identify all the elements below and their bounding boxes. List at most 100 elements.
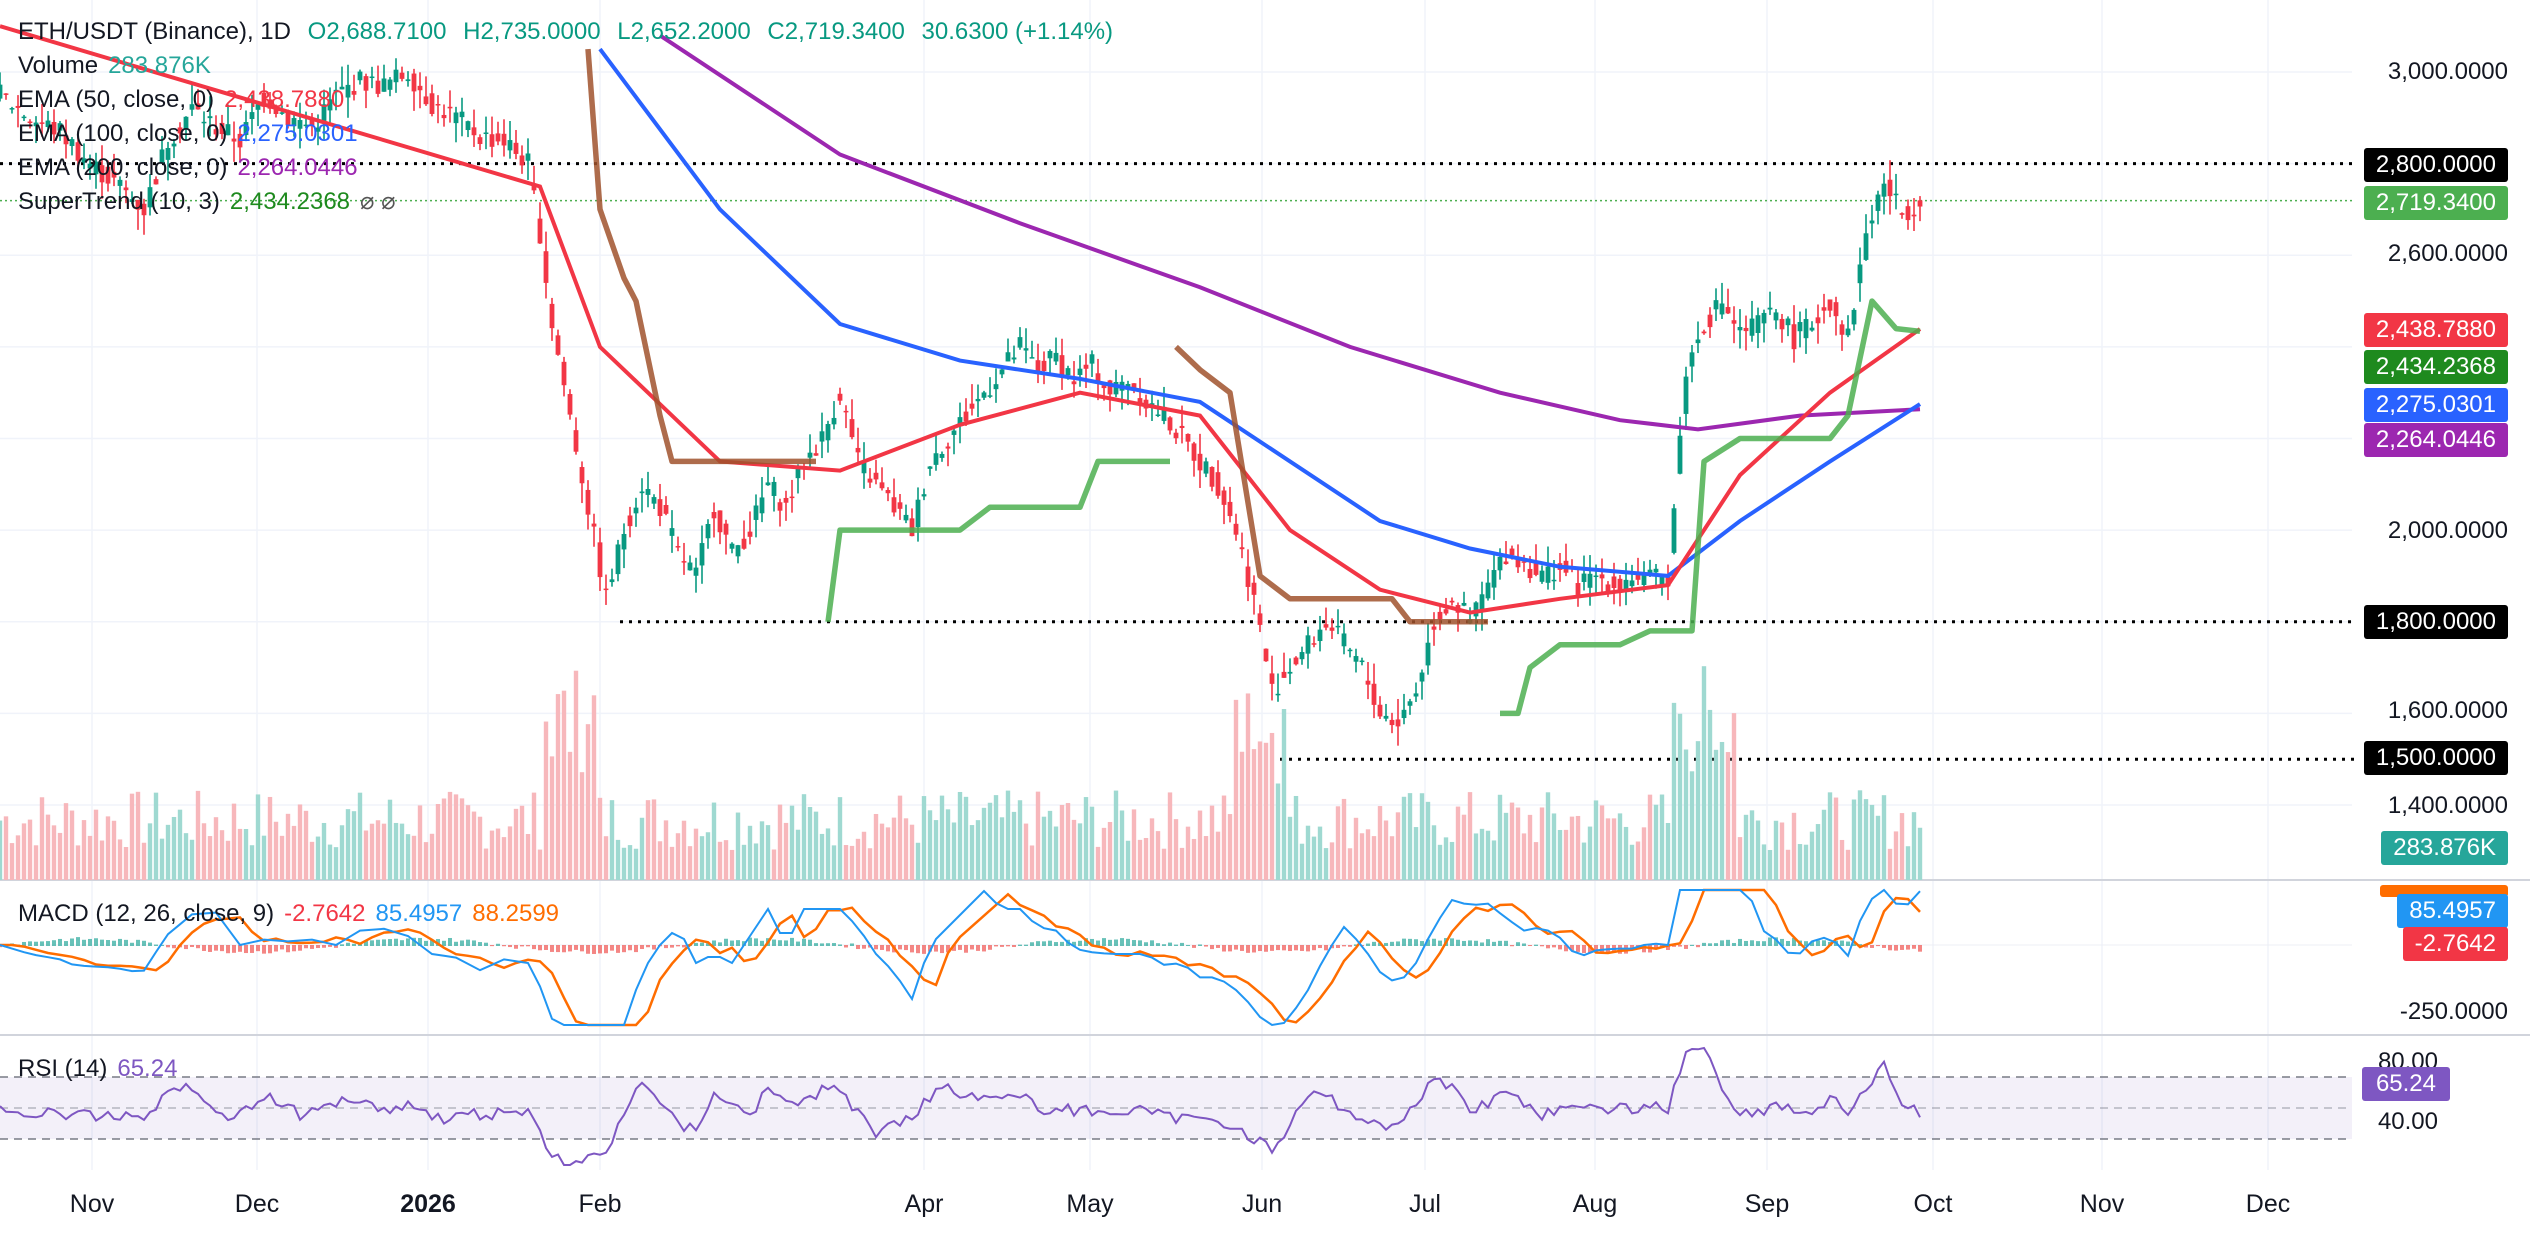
volume-bar xyxy=(1827,792,1833,880)
macd-hist-bar xyxy=(712,940,716,946)
macd-hist-bar xyxy=(1522,943,1526,946)
candle-body xyxy=(219,122,225,135)
candle-body xyxy=(1077,368,1083,375)
volume-bar xyxy=(0,820,3,880)
volume-bar xyxy=(165,824,171,880)
volume-bar xyxy=(879,823,885,880)
macd-hist-bar xyxy=(976,945,980,951)
rsi-legend[interactable]: RSI (14) 65.24 xyxy=(18,1053,187,1085)
macd-hist-bar xyxy=(490,945,494,947)
candle-body xyxy=(357,71,363,81)
candle-body xyxy=(477,137,483,145)
volume-bar xyxy=(1641,827,1647,880)
macd-hist-bar xyxy=(646,945,650,948)
macd-hist-bar xyxy=(1906,945,1910,950)
candle-body xyxy=(1311,643,1317,645)
macd-hist-bar xyxy=(106,940,110,946)
candle-body xyxy=(873,472,879,480)
macd-hist-bar xyxy=(676,945,680,947)
macd-hist-bar xyxy=(256,945,260,952)
candle-body xyxy=(963,411,969,422)
hidden-plot-icon[interactable]: ⌀ ⌀ xyxy=(360,188,396,215)
macd-hist-bar xyxy=(916,945,920,954)
candle-body xyxy=(993,384,999,390)
macd-hist-bar xyxy=(1690,944,1694,946)
macd-hist-bar xyxy=(1162,944,1166,946)
volume-bar xyxy=(1575,815,1581,880)
candle-body xyxy=(525,153,531,161)
ema50-legend[interactable]: EMA (50, close, 0) 2,438.7880 xyxy=(18,84,354,116)
candle-body xyxy=(1707,314,1713,328)
candle-body xyxy=(1329,627,1335,631)
candle-body xyxy=(1371,683,1377,705)
volume-bar xyxy=(1353,817,1359,880)
macd-hist-bar xyxy=(1732,942,1736,946)
candle-body xyxy=(1485,582,1491,599)
macd-hist-bar xyxy=(208,945,212,952)
candle-body xyxy=(627,515,633,527)
candle-body xyxy=(1425,642,1431,666)
macd-hist-bar xyxy=(1858,944,1862,946)
ema200-value: 2,264.0446 xyxy=(237,154,358,181)
macd-signal-value: 88.2599 xyxy=(472,900,560,927)
candle-body xyxy=(165,147,171,160)
macd-line-badge: 85.4957 xyxy=(2397,894,2508,928)
volume-bar xyxy=(213,817,219,880)
candle-body xyxy=(9,108,15,110)
macd-hist-bar xyxy=(346,942,350,946)
macd-hist-bar xyxy=(850,943,854,946)
candle-body xyxy=(915,499,921,528)
candle-body xyxy=(729,543,735,549)
volume-bar xyxy=(573,670,579,880)
macd-hist-bar xyxy=(250,945,254,953)
candle-body xyxy=(423,96,429,105)
macd-hist-bar xyxy=(670,945,674,948)
macd-hist-bar xyxy=(838,944,842,946)
macd-hist-bar xyxy=(94,938,98,946)
macd-hist-bar xyxy=(112,940,116,946)
ema200-legend[interactable]: EMA (200, close, 0) 2,264.0446 xyxy=(18,152,368,184)
supertrend-legend[interactable]: SuperTrend (10, 3) 2,434.2368 ⌀ ⌀ xyxy=(18,186,406,218)
macd-hist-bar xyxy=(1420,941,1424,946)
candle-body xyxy=(1533,563,1539,575)
symbol-name: ETH/USDT (Binance), 1D xyxy=(18,18,291,45)
candle-body xyxy=(297,120,303,129)
macd-hist-bar xyxy=(154,944,158,946)
macd-hist-bar xyxy=(1678,945,1682,947)
candle-body xyxy=(1323,624,1329,628)
macd-hist-bar xyxy=(1108,939,1112,946)
candle-body xyxy=(69,139,75,147)
volume-bar xyxy=(783,822,789,880)
candle-body xyxy=(909,518,915,537)
volume-legend[interactable]: Volume 283.876K xyxy=(18,50,221,82)
candle-body xyxy=(1353,656,1359,662)
macd-hist-bar xyxy=(1876,945,1880,947)
volume-bar xyxy=(1005,790,1011,880)
macd-legend[interactable]: MACD (12, 26, close, 9) -2.7642 85.4957 88.… xyxy=(18,898,569,930)
volume-bar xyxy=(147,823,153,880)
volume-bar xyxy=(921,796,927,880)
candle-body xyxy=(861,460,867,474)
candle-body xyxy=(1317,629,1323,642)
candle-body xyxy=(1731,320,1737,324)
volume-bar xyxy=(843,845,849,880)
volume-bar xyxy=(477,816,483,880)
volume-bar xyxy=(1623,826,1629,880)
ema100-legend[interactable]: EMA (100, close, 0) 2,275.0301 xyxy=(18,118,368,150)
volume-bar xyxy=(1425,801,1431,880)
macd-hist-bar xyxy=(1138,940,1142,946)
macd-hist-bar xyxy=(424,940,428,946)
volume-bar xyxy=(987,802,993,880)
macd-hist-bar xyxy=(1366,943,1370,946)
macd-hist-bar xyxy=(316,945,320,949)
macd-hist-bar xyxy=(700,942,704,946)
macd-hist-bar xyxy=(1540,945,1544,947)
volume-bar xyxy=(1755,820,1761,880)
volume-bar xyxy=(1647,794,1653,880)
candle-body xyxy=(81,158,87,163)
candle-body xyxy=(1185,433,1191,442)
volume-bar xyxy=(1323,848,1329,880)
macd-hist-bar xyxy=(1432,938,1436,946)
candle-body xyxy=(1389,719,1395,726)
